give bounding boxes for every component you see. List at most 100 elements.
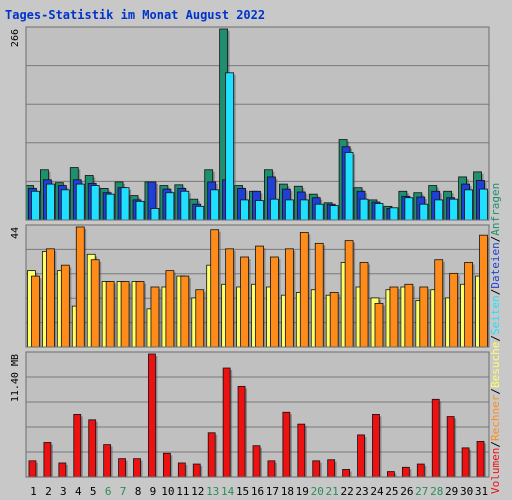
bar-volume-volumen-23 [357, 434, 367, 477]
bar-requests-seiten-13 [210, 189, 221, 220]
panel-max-label-visits: 44 [10, 227, 21, 239]
x-tick-label-28: 28 [430, 485, 443, 498]
bar-requests-seiten-3 [60, 189, 72, 220]
x-tick-label-25: 25 [385, 485, 398, 498]
bar-visits-rechner-30-fill [464, 262, 473, 347]
x-tick-label-23: 23 [355, 485, 368, 498]
bar-visits-rechner-17 [270, 256, 281, 347]
bar-visits-rechner-27 [419, 286, 430, 347]
bar-visits-rechner-23-fill [359, 262, 369, 347]
bar-requests-seiten-26-fill [404, 197, 414, 220]
bar-volume-volumen-3 [58, 462, 68, 477]
bar-requests-seiten-30-fill [464, 189, 473, 220]
x-tick-label-9: 9 [150, 485, 157, 498]
legend-separator: / [489, 388, 502, 395]
bar-visits-rechner-7-fill [120, 281, 130, 347]
bar-visits-rechner-25-fill [389, 286, 399, 347]
bar-requests-seiten-19-fill [299, 199, 309, 220]
bar-requests-seiten-7-fill [120, 187, 130, 220]
bar-visits-rechner-18 [284, 248, 296, 347]
bar-visits-rechner-12 [195, 289, 206, 347]
bar-requests-seiten-11-fill [180, 190, 190, 220]
bar-requests-seiten-4 [75, 183, 87, 220]
bar-visits-rechner-29 [449, 272, 460, 347]
panel-frame-requests [25, 26, 490, 221]
bar-volume-volumen-28-fill [431, 398, 440, 477]
bar-volume-volumen-12-fill [192, 463, 201, 477]
bar-requests-seiten-3-fill [60, 189, 70, 220]
x-tick-label-13: 13 [206, 485, 219, 498]
bar-visits-rechner-31 [479, 234, 489, 347]
bar-visits-rechner-5 [90, 259, 102, 347]
bar-visits-rechner-3 [60, 264, 72, 347]
bar-visits-rechner-19-fill [299, 232, 309, 347]
panel-frame-volume [25, 351, 490, 478]
bar-visits-rechner-16 [255, 245, 266, 347]
bar-visits-rechner-24 [374, 302, 385, 347]
legend-volumen: Volumen [489, 448, 502, 494]
bar-visits-rechner-31-fill [479, 234, 488, 347]
bar-volume-volumen-17 [267, 460, 277, 477]
bar-visits-rechner-26-fill [404, 283, 414, 347]
bar-volume-volumen-23-fill [357, 434, 365, 477]
bar-requests-seiten-6 [105, 193, 117, 220]
bar-volume-volumen-14 [222, 367, 233, 477]
bar-requests-seiten-6-fill [105, 193, 115, 220]
bar-volume-volumen-6-fill [103, 444, 112, 477]
bar-visits-rechner-2-fill [46, 248, 55, 347]
bar-volume-volumen-12 [192, 463, 203, 477]
bar-visits-rechner-28 [434, 259, 445, 347]
panel-max-label-requests: 266 [10, 29, 21, 47]
panel-background-requests [25, 26, 490, 221]
bar-requests-seiten-27 [419, 203, 430, 220]
bar-volume-volumen-2-fill [43, 442, 52, 477]
bar-visits-rechner-7 [120, 281, 132, 347]
bar-volume-volumen-17-fill [267, 460, 276, 477]
bar-volume-volumen-15-fill [237, 385, 246, 477]
bar-volume-volumen-21-fill [327, 459, 336, 477]
bar-visits-rechner-23 [359, 262, 371, 347]
bar-volume-volumen-18-fill [282, 411, 291, 477]
legend-rechner: Rechner [489, 394, 502, 441]
bar-visits-rechner-27-fill [419, 286, 429, 347]
bar-requests-seiten-2-fill [46, 183, 55, 220]
bar-volume-volumen-5-fill [88, 419, 97, 477]
x-tick-label-17: 17 [266, 485, 279, 498]
legend-separator: / [489, 236, 502, 243]
bar-volume-volumen-19 [297, 423, 307, 477]
bar-visits-rechner-6 [105, 281, 117, 347]
legend-right: Volumen/Rechner/Besuche/Seiten/Dateien/A… [489, 183, 502, 494]
x-tick-label-31: 31 [475, 485, 488, 498]
bar-volume-volumen-9-fill [148, 353, 156, 477]
bar-requests-seiten-12-fill [195, 205, 205, 220]
bar-requests-seiten-8 [135, 200, 147, 220]
bar-volume-volumen-10 [162, 452, 173, 477]
bar-requests-seiten-24 [374, 203, 385, 220]
bar-requests-seiten-21 [329, 205, 341, 220]
x-tick-label-5: 5 [90, 485, 97, 498]
x-tick-label-2: 2 [45, 485, 52, 498]
bar-requests-seiten-29 [449, 198, 460, 220]
bar-volume-volumen-10-fill [162, 452, 171, 477]
bar-requests-seiten-7 [120, 187, 132, 220]
x-tick-label-16: 16 [251, 485, 264, 498]
bar-visits-rechner-4 [75, 226, 87, 347]
x-tick-label-30: 30 [460, 485, 473, 498]
bar-visits-rechner-1-fill [31, 275, 40, 347]
x-tick-label-15: 15 [236, 485, 249, 498]
bar-requests-seiten-28-fill [434, 199, 444, 220]
bar-requests-seiten-23 [359, 198, 371, 220]
chart-title: Tages-Statistik im Monat August 2022 [5, 8, 265, 22]
bar-volume-volumen-27 [416, 463, 427, 477]
bar-requests-seiten-1-fill [31, 190, 40, 220]
bar-volume-volumen-13-fill [207, 432, 216, 477]
bar-requests-seiten-15-fill [240, 199, 249, 220]
bar-volume-volumen-15 [237, 385, 248, 477]
bar-requests-seiten-14 [225, 72, 236, 220]
bar-visits-rechner-22-fill [344, 240, 354, 347]
bar-visits-rechner-20 [314, 242, 326, 347]
x-tick-label-26: 26 [400, 485, 413, 498]
x-tick-label-3: 3 [60, 485, 67, 498]
bar-volume-volumen-20 [312, 460, 322, 477]
